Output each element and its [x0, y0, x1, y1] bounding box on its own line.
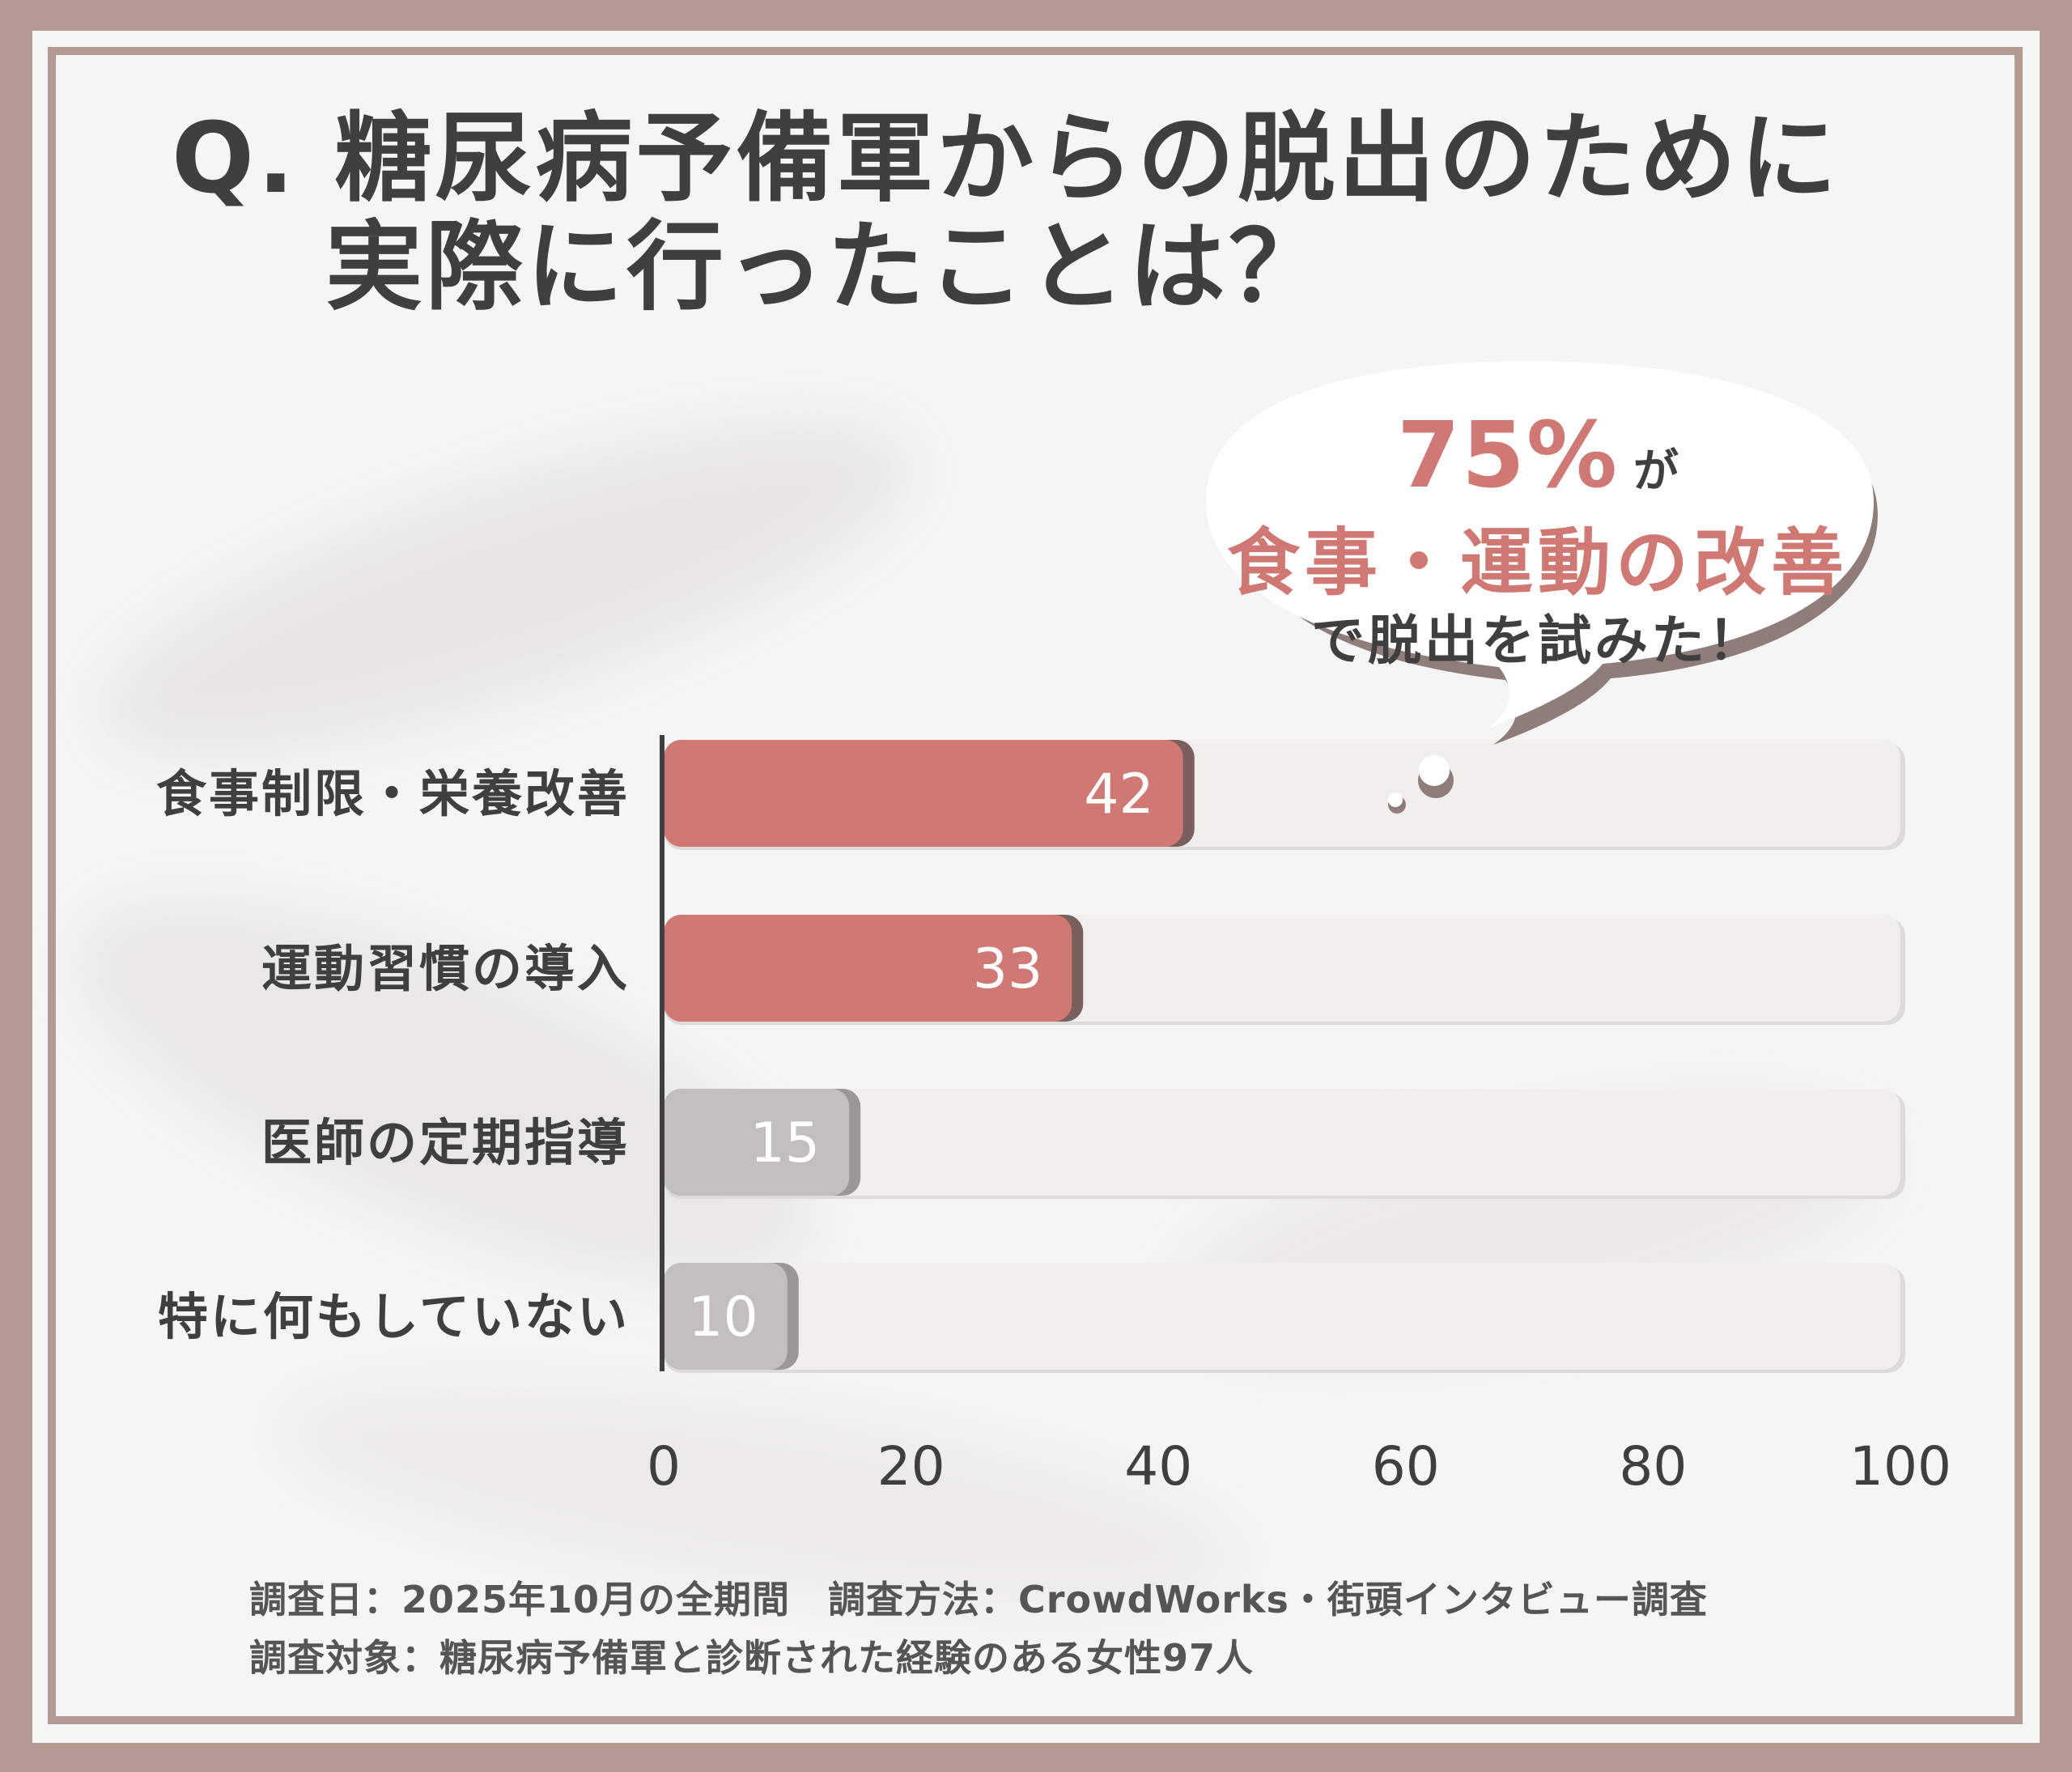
- x-tick-labels: 0 20 40 60 80 100: [647, 1435, 1951, 1498]
- y-axis-line: [660, 735, 664, 1371]
- title-line-2: 実際に行ったことは？: [325, 211, 1329, 325]
- bar-track: [664, 1089, 1900, 1196]
- x-tick-label: 80: [1619, 1435, 1687, 1498]
- value-label: 10: [688, 1285, 758, 1349]
- value-label: 15: [750, 1111, 821, 1175]
- x-tick-label: 100: [1849, 1435, 1951, 1498]
- bar-track: [664, 1263, 1900, 1370]
- footer-line-2: 調査対象：糖尿病予備軍と診断された経験のある女性97人: [249, 1636, 1255, 1680]
- data-labels: 42 33 15 10: [688, 763, 1153, 1349]
- background-card: [32, 31, 2040, 1743]
- bar: [664, 1089, 850, 1196]
- thought-dot-small: [1388, 793, 1403, 807]
- chart-title: Q. 糖尿病予備軍からの脱出のために 実際に行ったことは？: [172, 103, 1841, 325]
- category-label: 医師の定期指導: [261, 1113, 630, 1172]
- bars: [664, 740, 1195, 1370]
- callout-percent: 75%: [1396, 403, 1620, 508]
- x-tick-label: 0: [647, 1435, 681, 1498]
- category-label: 食事制限・栄養改善: [156, 764, 630, 823]
- x-tick-label: 40: [1124, 1435, 1192, 1498]
- speech-bubble: [1206, 361, 1878, 814]
- category-label: 特に何もしていない: [158, 1287, 630, 1346]
- category-label: 運動習慣の導入: [261, 939, 630, 998]
- callout-text: 75% が 食事・運動の改善 で脱出を試みた！: [1198, 356, 1878, 761]
- footer-line-1: 調査日：2025年10月の全期間 調査方法：CrowdWorks・街頭インタビュ…: [249, 1578, 1708, 1621]
- bar: [664, 915, 1072, 1022]
- bar: [664, 740, 1183, 847]
- callout-tail: で脱出を試みた！: [1311, 610, 1764, 672]
- callout-line-1: 75% が: [1198, 403, 1878, 508]
- callout-particle: が: [1633, 445, 1679, 498]
- value-label: 33: [973, 937, 1043, 1001]
- speech-bubble-body: [1206, 361, 1874, 729]
- callout-highlight: 食事・運動の改善: [1227, 521, 1849, 606]
- survey-footer: 調査日：2025年10月の全期間 調査方法：CrowdWorks・街頭インタビュ…: [249, 1570, 1708, 1687]
- title-line-1: Q. 糖尿病予備軍からの脱出のために: [172, 103, 1841, 215]
- x-tick-label: 60: [1372, 1435, 1440, 1498]
- value-label: 42: [1084, 763, 1154, 827]
- x-tick-label: 20: [877, 1435, 945, 1498]
- thought-dot-large: [1419, 755, 1450, 786]
- bar: [664, 1263, 788, 1370]
